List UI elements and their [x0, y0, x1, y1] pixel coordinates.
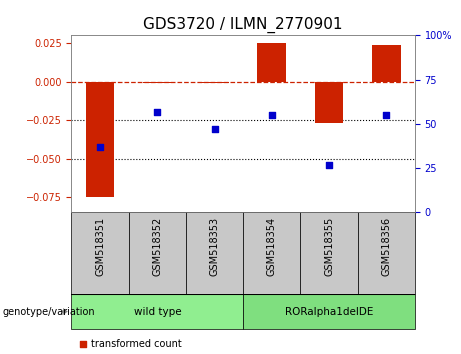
- Bar: [86, 81, 114, 197]
- Text: GSM518355: GSM518355: [324, 216, 334, 276]
- Bar: [243, 212, 301, 294]
- Point: [79, 341, 87, 347]
- Bar: [143, 81, 171, 83]
- Bar: [301, 212, 358, 294]
- Text: GSM518351: GSM518351: [95, 216, 105, 276]
- Point: [211, 126, 218, 132]
- Text: GSM518352: GSM518352: [152, 216, 162, 276]
- Text: transformed count: transformed count: [91, 339, 182, 349]
- Bar: [129, 212, 186, 294]
- Point: [154, 109, 161, 114]
- Bar: [71, 294, 243, 329]
- Bar: [200, 81, 229, 83]
- Title: GDS3720 / ILMN_2770901: GDS3720 / ILMN_2770901: [143, 16, 343, 33]
- Point: [268, 112, 276, 118]
- Text: GSM518356: GSM518356: [381, 216, 391, 276]
- Point: [325, 162, 333, 167]
- Point: [96, 144, 104, 150]
- Bar: [372, 45, 401, 81]
- Text: genotype/variation: genotype/variation: [2, 307, 95, 316]
- Bar: [186, 212, 243, 294]
- Bar: [71, 212, 129, 294]
- Bar: [315, 81, 343, 123]
- Bar: [258, 43, 286, 81]
- Text: GSM518354: GSM518354: [267, 216, 277, 276]
- Text: RORalpha1delDE: RORalpha1delDE: [285, 307, 373, 316]
- Text: wild type: wild type: [134, 307, 181, 316]
- Text: GSM518353: GSM518353: [210, 216, 219, 276]
- Point: [383, 112, 390, 118]
- Bar: [358, 212, 415, 294]
- Bar: [243, 294, 415, 329]
